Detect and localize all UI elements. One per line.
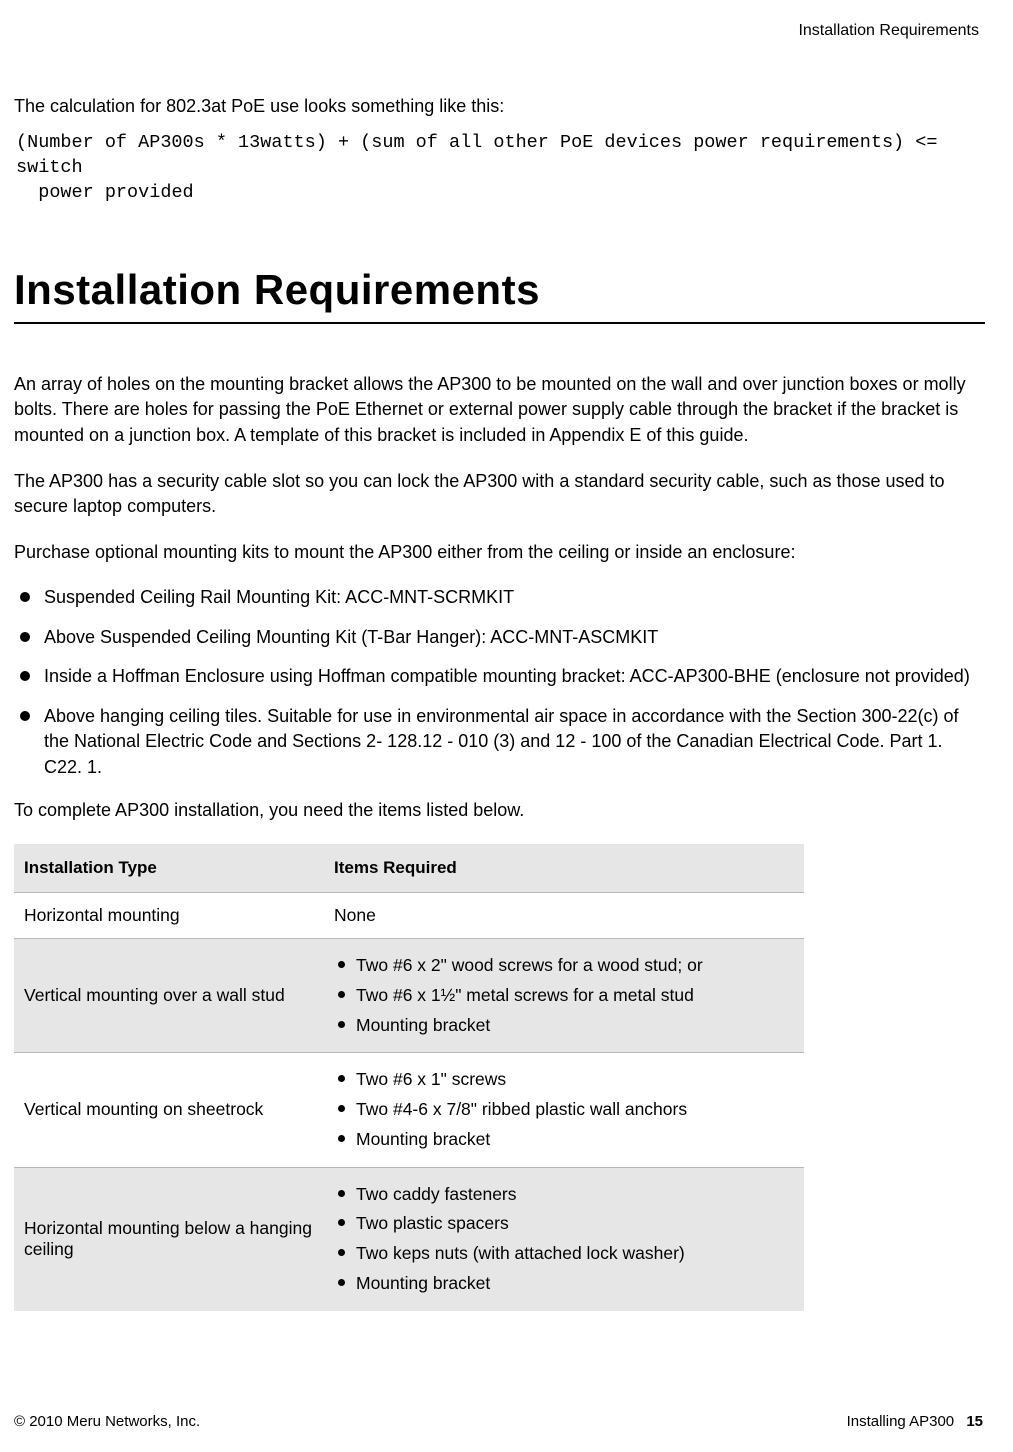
cell-items: None (324, 893, 804, 939)
intro-text: The calculation for 802.3at PoE use look… (14, 96, 985, 117)
list-item: Above hanging ceiling tiles. Suitable fo… (14, 704, 985, 781)
cell-type: Horizontal mounting below a hanging ceil… (14, 1167, 324, 1311)
footer-copyright: © 2010 Meru Networks, Inc. (14, 1413, 200, 1430)
footer-page-number: 15 (966, 1413, 983, 1430)
running-header: Installation Requirements (14, 22, 985, 40)
list-item: Inside a Hoffman Enclosure using Hoffman… (14, 664, 985, 690)
table-row: Horizontal mounting None (14, 893, 804, 939)
cell-items: Two caddy fasteners Two plastic spacers … (324, 1167, 804, 1311)
list-item: Two keps nuts (with attached lock washer… (334, 1239, 794, 1269)
paragraph-1: An array of holes on the mounting bracke… (14, 372, 985, 449)
cell-items-text: None (334, 905, 376, 925)
cell-items: Two #6 x 2" wood screws for a wood stud;… (324, 939, 804, 1053)
list-item: Suspended Ceiling Rail Mounting Kit: ACC… (14, 585, 985, 611)
footer-right: Installing AP300 15 (847, 1413, 983, 1430)
cell-type: Vertical mounting on sheetrock (14, 1053, 324, 1167)
list-item: Two plastic spacers (334, 1209, 794, 1239)
col-header-type: Installation Type (14, 844, 324, 893)
cell-type: Vertical mounting over a wall stud (14, 939, 324, 1053)
requirements-table: Installation Type Items Required Horizon… (14, 844, 804, 1311)
table-row: Horizontal mounting below a hanging ceil… (14, 1167, 804, 1311)
list-item: Mounting bracket (334, 1011, 794, 1041)
col-header-items: Items Required (324, 844, 804, 893)
section-rule (14, 322, 985, 324)
cell-type: Horizontal mounting (14, 893, 324, 939)
table-row: Vertical mounting over a wall stud Two #… (14, 939, 804, 1053)
page-footer: © 2010 Meru Networks, Inc. Installing AP… (14, 1413, 983, 1430)
list-item: Above Suspended Ceiling Mounting Kit (T-… (14, 625, 985, 651)
list-item: Mounting bracket (334, 1125, 794, 1155)
list-item: Two #6 x 1½" metal screws for a metal st… (334, 981, 794, 1011)
mounting-kits-list: Suspended Ceiling Rail Mounting Kit: ACC… (14, 585, 985, 780)
cell-items: Two #6 x 1" screws Two #4-6 x 7/8" ribbe… (324, 1053, 804, 1167)
table-row: Vertical mounting on sheetrock Two #6 x … (14, 1053, 804, 1167)
paragraph-3: Purchase optional mounting kits to mount… (14, 540, 985, 566)
paragraph-4: To complete AP300 installation, you need… (14, 798, 985, 824)
list-item: Two #4-6 x 7/8" ribbed plastic wall anch… (334, 1095, 794, 1125)
table-header-row: Installation Type Items Required (14, 844, 804, 893)
cell-items-list: Two caddy fasteners Two plastic spacers … (334, 1180, 794, 1299)
cell-items-list: Two #6 x 2" wood screws for a wood stud;… (334, 951, 794, 1040)
paragraph-2: The AP300 has a security cable slot so y… (14, 469, 985, 520)
code-formula: (Number of AP300s * 13watts) + (sum of a… (14, 131, 985, 206)
footer-chapter: Installing AP300 (847, 1413, 955, 1430)
list-item: Two #6 x 1" screws (334, 1065, 794, 1095)
list-item: Two caddy fasteners (334, 1180, 794, 1210)
section-heading: Installation Requirements (14, 266, 985, 314)
list-item: Mounting bracket (334, 1269, 794, 1299)
cell-items-list: Two #6 x 1" screws Two #4-6 x 7/8" ribbe… (334, 1065, 794, 1154)
list-item: Two #6 x 2" wood screws for a wood stud;… (334, 951, 794, 981)
